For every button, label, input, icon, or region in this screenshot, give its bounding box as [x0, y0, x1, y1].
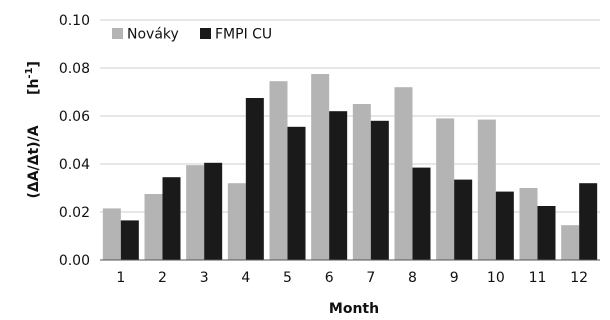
bar-series-2-month-12 — [579, 183, 598, 260]
x-tick-label-4: 4 — [241, 270, 250, 286]
x-tick-label-9: 9 — [450, 270, 459, 286]
legend: Nováky FMPI CU — [112, 27, 272, 43]
y-axis-unit: [h-1] — [24, 61, 42, 95]
bar-series-1-month-2 — [144, 194, 163, 260]
bar-series-1-month-12 — [561, 225, 580, 260]
bar-series-1-month-4 — [227, 183, 246, 260]
bar-series-1-month-11 — [519, 188, 538, 260]
bar-series-2-month-8 — [412, 167, 431, 260]
x-tick-label-6: 6 — [325, 270, 334, 286]
bar-series-1-month-3 — [186, 165, 205, 260]
y-tick-label-4: 0.08 — [59, 61, 90, 77]
x-tick-label-5: 5 — [283, 270, 292, 286]
bar-series-2-month-4 — [245, 98, 264, 260]
bar-series-2-month-2 — [162, 177, 181, 260]
bar-series-1-month-5 — [269, 81, 288, 260]
x-tick-label-3: 3 — [200, 270, 209, 286]
bar-series-1-month-7 — [352, 104, 371, 260]
bar-series-2-month-7 — [370, 120, 389, 260]
x-tick-label-1: 1 — [116, 270, 125, 286]
x-tick-label-2: 2 — [158, 270, 167, 286]
bar-series-2-month-3 — [204, 162, 223, 260]
y-tick-label-0: 0.00 — [59, 253, 90, 269]
bar-series-1-month-8 — [394, 87, 413, 260]
bars — [102, 74, 598, 261]
bar-series-1-month-6 — [311, 74, 330, 260]
y-axis-title: (ΔA/Δt)/A — [26, 125, 42, 198]
bar-series-1-month-1 — [102, 208, 121, 260]
y-tick-label-1: 0.02 — [59, 205, 90, 221]
bar-series-1-month-9 — [436, 118, 455, 261]
bar-series-2-month-11 — [537, 206, 556, 260]
legend-label-series-1: Nováky — [127, 27, 179, 43]
x-tick-label-11: 11 — [529, 270, 547, 286]
x-tick-label-12: 12 — [570, 270, 588, 286]
legend-swatch-series-1 — [112, 28, 123, 39]
x-tick-label-10: 10 — [487, 270, 505, 286]
gridlines — [100, 19, 600, 213]
y-tick-label-2: 0.04 — [59, 157, 90, 173]
x-tick-label-8: 8 — [408, 270, 417, 286]
legend-label-series-2: FMPI CU — [215, 27, 272, 43]
legend-swatch-series-2 — [200, 28, 211, 39]
bar-series-2-month-1 — [120, 220, 139, 260]
x-tick-label-7: 7 — [366, 270, 375, 286]
y-axis-title-group: (ΔA/Δt)/A [h-1] — [24, 61, 42, 198]
bar-series-2-month-10 — [495, 191, 514, 260]
bar-series-2-month-5 — [287, 126, 306, 260]
y-tick-label-5: 0.10 — [59, 13, 90, 29]
bar-series-2-month-9 — [454, 179, 473, 260]
bar-series-1-month-10 — [477, 119, 496, 260]
y-tick-label-3: 0.06 — [59, 109, 90, 125]
x-axis-title: Month — [329, 301, 379, 317]
tick-labels: 0.000.020.040.060.080.101 2 3 4 5 6 7 8 9 10 11 12 — [59, 13, 588, 286]
bar-series-2-month-6 — [329, 111, 348, 260]
